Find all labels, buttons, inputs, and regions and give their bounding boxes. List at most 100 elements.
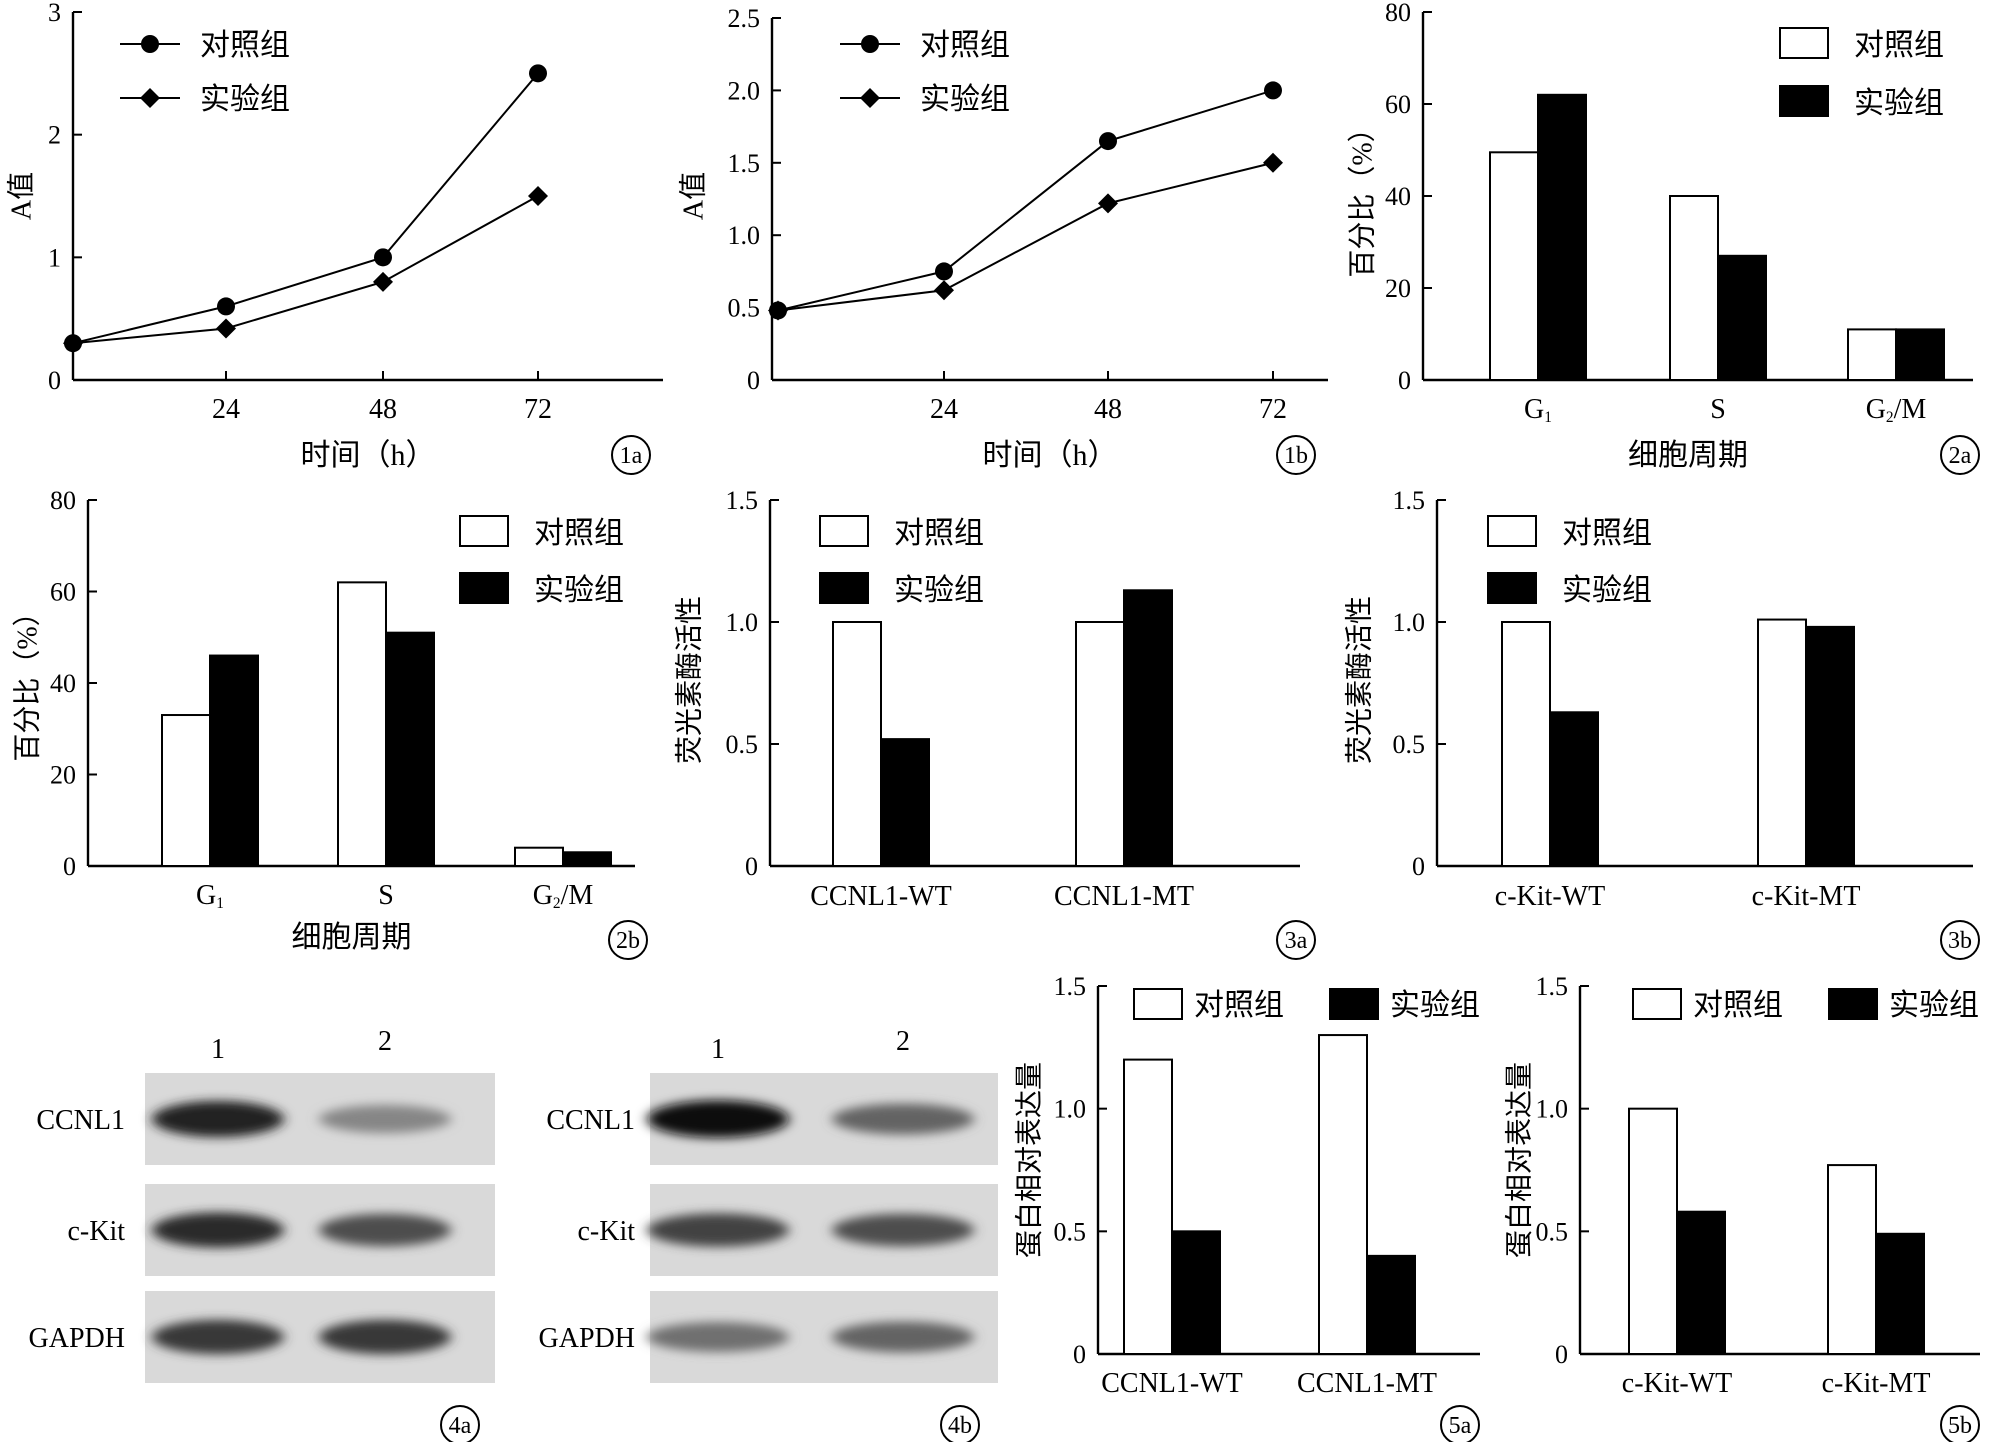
bar <box>1366 1254 1416 1356</box>
x-tick-label: S <box>1710 394 1726 425</box>
blot-row-label: c-Kit <box>577 1216 635 1247</box>
legend-swatch <box>1133 988 1183 1020</box>
x-tick-label: CCNL1-MT <box>1297 1368 1437 1399</box>
blot-row-label: GAPDH <box>539 1323 635 1354</box>
y-tick-label: 0 <box>63 852 76 881</box>
legend: 对照组实验组 <box>1133 988 1480 1022</box>
y-tick-label: 40 <box>50 669 76 698</box>
panel-badge-2b-text: 2b <box>616 928 640 954</box>
x-tick-label: 24 <box>930 394 958 425</box>
bar <box>1669 195 1719 381</box>
y-tick-label: 20 <box>50 761 76 790</box>
y-tick-label: 0.5 <box>728 294 761 323</box>
legend-label: 实验组 <box>894 574 984 607</box>
y-tick-label: 0.5 <box>726 730 759 759</box>
panel-badge-4b-circle <box>940 1405 980 1442</box>
data-point <box>1263 152 1283 173</box>
x-tick-label: 48 <box>369 394 397 425</box>
bar <box>1171 1230 1221 1356</box>
y-axis-label: 蛋白相对表达量 <box>1014 1062 1046 1258</box>
blot-band <box>647 1100 789 1138</box>
x-axis-label: 细胞周期 <box>292 921 412 954</box>
panel-badge-4b-text: 4b <box>948 1413 972 1439</box>
legend-label: 对照组 <box>200 29 290 62</box>
bar <box>1501 621 1551 867</box>
bar <box>1875 1232 1925 1355</box>
x-tick-label: c-Kit-MT <box>1752 881 1861 912</box>
legend-label: 对照组 <box>1562 517 1652 550</box>
y-axis-label: 百分比（%） <box>12 598 44 761</box>
legend-swatch <box>1779 85 1829 117</box>
data-point <box>63 333 83 354</box>
data-point <box>374 248 392 267</box>
panel-badge-5a-circle <box>1440 1405 1480 1442</box>
series-line-1 <box>72 195 539 345</box>
legend-swatch <box>1632 988 1682 1020</box>
legend-label: 实验组 <box>534 574 624 607</box>
legend-swatch <box>819 572 869 604</box>
panel-badge-4b: 4b <box>940 1405 980 1442</box>
series-line-1 <box>777 161 1274 312</box>
bar <box>1628 1107 1678 1355</box>
y-axis-label: A值 <box>6 172 38 220</box>
y-tick-label: 60 <box>50 578 76 607</box>
y-tick-label: 1.5 <box>1536 972 1569 1001</box>
bar <box>1717 254 1767 381</box>
data-point <box>529 64 547 83</box>
bar <box>562 851 612 868</box>
legend-swatch <box>459 515 509 547</box>
panel-badge-3a-circle <box>1276 920 1316 960</box>
bar <box>1075 621 1125 867</box>
y-tick-label: 2.5 <box>728 4 761 33</box>
y-tick-label: 2.0 <box>728 76 761 105</box>
chart-5a: 0 0.5 1.0 1.5 蛋白相对表达量 5a CCNL1-WT CCNL1-MT 对照组 实验… <box>1014 972 1480 1442</box>
bar <box>1549 711 1599 868</box>
legend-label: 对照组 <box>920 29 1010 62</box>
blot-band <box>647 1322 789 1352</box>
x-tick-label: G2/M <box>533 880 594 912</box>
y-tick-label: 1 <box>48 243 61 272</box>
panel-badge-4a: 4a <box>440 1405 480 1442</box>
legend-label: 对照组 <box>894 517 984 550</box>
x-tick-label: c-Kit-WT <box>1495 881 1605 912</box>
blot-4b: 1 2 CCNL1 c-Kit GAPDH 4b <box>539 1026 998 1442</box>
legend-marker <box>141 35 159 53</box>
bar <box>880 738 930 867</box>
panel-badge-3a-text: 3a <box>1285 928 1308 954</box>
y-axis-label: A值 <box>678 172 710 220</box>
legend-label: 对照组 <box>534 517 624 550</box>
y-tick-label: 1.5 <box>726 486 759 515</box>
legend-swatch <box>1329 988 1379 1020</box>
bar <box>1757 618 1807 867</box>
panel-badge-1b-circle <box>1276 435 1316 475</box>
x-tick-label: 72 <box>524 394 552 425</box>
blot-band <box>319 1104 451 1134</box>
x-tick-label: CCNL1-MT <box>1054 881 1194 912</box>
panel-badge-1b-text: 1b <box>1284 443 1308 469</box>
data-point <box>1264 81 1282 100</box>
data-point <box>528 186 548 206</box>
blot-band <box>319 1213 451 1247</box>
legend-label: 实验组 <box>1562 574 1652 607</box>
y-tick-label: 0 <box>1555 1340 1568 1369</box>
y-axis-label: 蛋白相对表达量 <box>1504 1062 1536 1258</box>
legend-marker <box>861 35 879 53</box>
series-line-0 <box>72 72 539 345</box>
bar <box>1123 589 1173 868</box>
y-tick-label: 0 <box>1073 1340 1086 1369</box>
legend: 对照组实验组 <box>1632 988 1979 1022</box>
series-line-0 <box>777 89 1274 312</box>
data-point <box>934 280 954 301</box>
panel-badge-1b: 1b <box>1276 435 1316 475</box>
y-tick-label: 1.0 <box>728 221 761 250</box>
blot-band <box>647 1213 789 1247</box>
x-tick-label: c-Kit-WT <box>1622 1368 1732 1399</box>
y-tick-label: 80 <box>1385 0 1411 27</box>
